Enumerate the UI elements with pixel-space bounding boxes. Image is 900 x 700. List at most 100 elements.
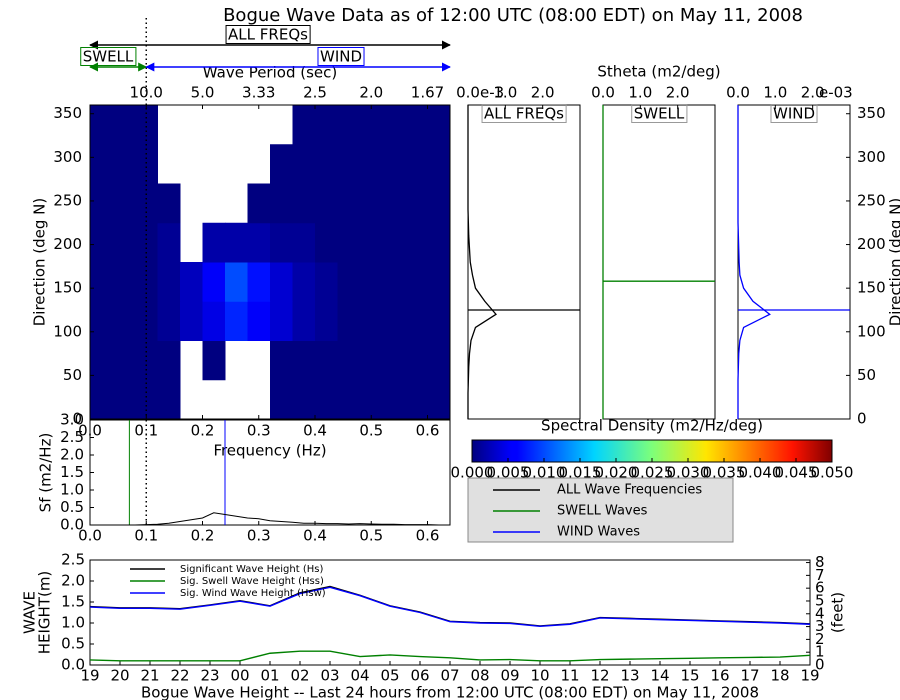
heatmap-cell — [247, 222, 271, 263]
heatmap-cell — [112, 301, 136, 341]
colorbar-tick-label: 0.025 — [631, 464, 674, 482]
x-tick-label: 1.0 — [493, 84, 517, 102]
x-tick-label: 19 — [80, 667, 99, 685]
x-tick-label: 08 — [470, 667, 489, 685]
heatmap-cell — [292, 340, 316, 381]
y-tick-label: 100 — [53, 322, 82, 340]
x-tick-label: 11 — [560, 667, 579, 685]
colorbar-tick-label: 0.030 — [667, 464, 710, 482]
x-tick-label: 0.6 — [416, 527, 440, 545]
y2-tick-label: 6 — [815, 579, 825, 597]
heatmap-cell — [427, 379, 451, 420]
y-tick-label: 0 — [72, 410, 82, 428]
heatmap-cell — [112, 183, 136, 224]
x-tick-label: 18 — [770, 667, 789, 685]
heatmap-cell — [135, 262, 158, 302]
y2-tick-label: 0 — [815, 656, 825, 674]
heatmap-cell — [202, 301, 226, 341]
colorbar-tick-label: 0.005 — [487, 464, 530, 482]
heatmap-cell — [90, 301, 113, 341]
heatmap-cell — [382, 340, 406, 381]
x-tick-label: 19 — [800, 667, 819, 685]
x-tick-label: 16 — [710, 667, 729, 685]
heatmap-cell — [382, 262, 406, 302]
heatmap-cell — [427, 105, 451, 145]
y2-axis-label: (feet) — [829, 592, 847, 633]
heatmap-cell — [382, 183, 406, 224]
heatmap-cell — [292, 144, 316, 184]
colorbar-tick-label: 0.000 — [451, 464, 494, 482]
x-tick-label: 0.5 — [359, 527, 383, 545]
heatmap-cell — [112, 340, 136, 381]
heatmap-cell — [112, 379, 136, 420]
x-tick-label: 0.1 — [134, 527, 158, 545]
x-tick-label: 0.0 — [78, 527, 102, 545]
heatmap-cell — [315, 105, 338, 145]
y-tick-label: 0.0 — [60, 516, 84, 534]
heatmap-cell — [315, 144, 338, 184]
legend-label: Sig. Swell Wave Height (Hss) — [180, 576, 324, 587]
heatmap-cell — [360, 105, 383, 145]
x-tick-label: 0.2 — [191, 527, 215, 545]
colorbar-tick-label: 0.015 — [559, 464, 602, 482]
colorbar-tick-label: 0.010 — [523, 464, 566, 482]
heatmap-cell — [270, 222, 293, 263]
x-tick-label: 10 — [530, 667, 549, 685]
heatmap-cell — [180, 262, 203, 302]
heatmap-cell — [90, 340, 113, 381]
axes-frame — [89, 104, 451, 420]
heatmap-cell — [315, 340, 338, 381]
x-tick-label: 1.0 — [628, 84, 652, 102]
y-tick-label: 100 — [857, 322, 886, 340]
heatmap-cell — [180, 301, 203, 341]
y-tick-label: 0.5 — [61, 635, 85, 653]
legend-label: ALL Wave Frequencies — [557, 483, 702, 498]
x-tick-label: 13 — [620, 667, 639, 685]
heatmap-cell — [90, 183, 113, 224]
panel-label-box — [631, 104, 688, 123]
heatmap-cell — [337, 144, 361, 184]
y-tick-label: 200 — [857, 235, 886, 253]
heatmap-cell — [382, 105, 406, 145]
heatmap-cell — [427, 222, 451, 263]
heatmap-cell — [382, 222, 406, 263]
panel-label-box — [770, 104, 818, 123]
heatmap-cell — [360, 262, 383, 302]
heatmap-cell — [360, 144, 383, 184]
heatmap-cell — [202, 340, 226, 381]
x-tick-label: 0.0 — [456, 84, 480, 102]
heatmap-cell — [292, 301, 316, 341]
y-tick-label: 200 — [53, 235, 82, 253]
heatmap-cell — [405, 340, 428, 381]
heatmap-cell — [292, 379, 316, 420]
annotation-label: ALL FREQs — [228, 26, 308, 44]
x-tick-label: 2.0 — [801, 84, 825, 102]
x-tick-label: 1.0 — [763, 84, 787, 102]
heatmap-cell — [112, 105, 136, 145]
heatmap-cell — [405, 144, 428, 184]
heatmap-cell — [292, 262, 316, 302]
panel-label-box — [481, 104, 567, 123]
heatmap-cell — [427, 340, 451, 381]
x-axis-label: Frequency (Hz) — [213, 442, 326, 460]
x-tick-label: 22 — [170, 667, 189, 685]
heatmap-cell — [112, 222, 136, 263]
colorbar-label: Spectral Density (m2/Hz/deg) — [541, 417, 763, 435]
x-tick-label: 09 — [500, 667, 519, 685]
x-tick-label: 0.4 — [303, 422, 327, 440]
y-tick-label: 2.5 — [60, 428, 84, 446]
x-tick-label: 02 — [290, 667, 309, 685]
heatmap-cell — [315, 183, 338, 224]
heatmap-cell — [427, 144, 451, 184]
heatmap-cell — [157, 340, 181, 381]
y-tick-label: 250 — [857, 191, 886, 209]
heatmap-cell — [157, 379, 181, 420]
heatmap-cell — [157, 183, 181, 224]
y-tick-label: 2.5 — [61, 551, 85, 569]
x-tick-label: 04 — [350, 667, 369, 685]
x2-tick-label: 1.67 — [411, 84, 444, 102]
x-tick-label: 2.0 — [531, 84, 555, 102]
panel-group-title: Stheta (m2/deg) — [597, 63, 720, 81]
x-tick-label: 03 — [320, 667, 339, 685]
x-tick-label: 21 — [140, 667, 159, 685]
